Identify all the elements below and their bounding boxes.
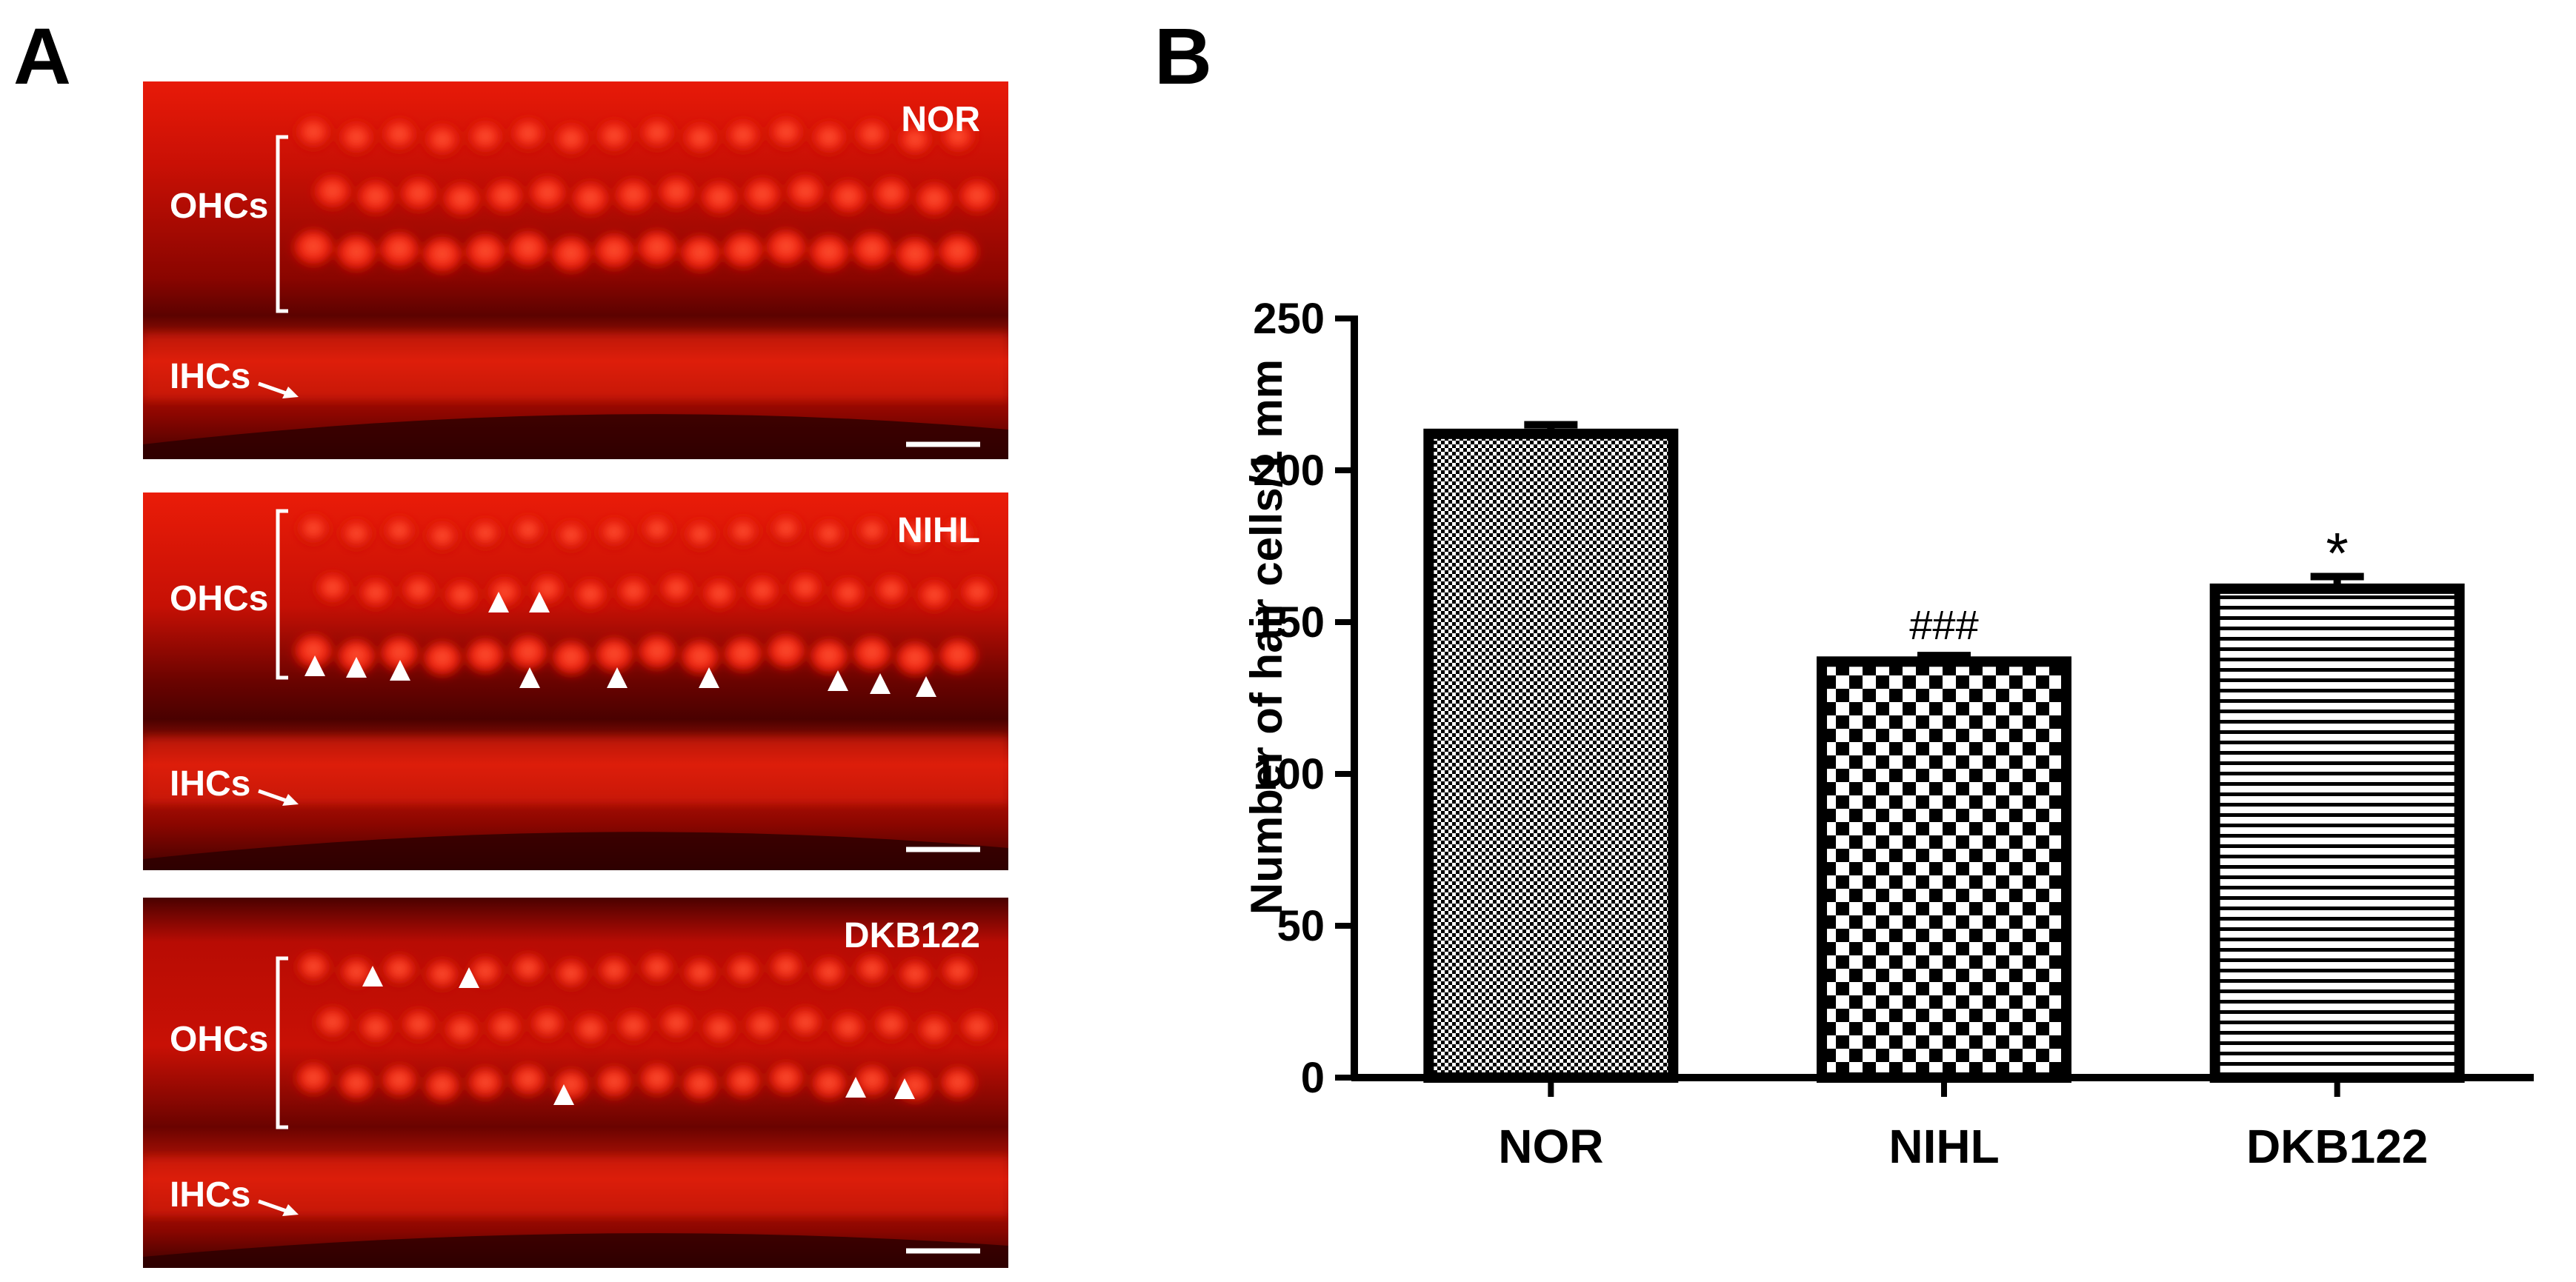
y-tick-label: 50 (1277, 902, 1325, 950)
condition-label: DKB122 (843, 916, 980, 955)
micrograph-image-dkb122 (143, 898, 1008, 1268)
bar-nihl (1817, 656, 2071, 1083)
y-tick-label: 0 (1301, 1054, 1325, 1102)
arrowhead-markers (362, 966, 915, 1105)
ihc-arrow (258, 381, 299, 398)
condition-label: NOR (901, 100, 980, 139)
ihcs-label: IHCs (170, 1175, 251, 1215)
ohcs-label: OHCs (170, 579, 269, 618)
bar-nor (1423, 428, 1679, 1083)
ihc-arrow (258, 789, 299, 806)
arrowhead-markers (304, 592, 936, 697)
y-axis-label: Number of hair cells/1 mm (1242, 359, 1291, 915)
x-tick-label: DKB122 (2246, 1120, 2428, 1173)
panel-a-letter: A (13, 11, 71, 101)
y-tick-label: 200 (1253, 447, 1325, 495)
x-tick-label: NIHL (1888, 1120, 1999, 1173)
y-tick-label: 150 (1253, 598, 1325, 647)
ihcs-label: IHCs (170, 357, 251, 396)
micrograph-nihl: NIHL OHCs IHCs (143, 493, 1008, 870)
x-tick-label: NOR (1498, 1120, 1603, 1173)
y-tick-label: 100 (1253, 750, 1325, 798)
y-tick-label: 250 (1253, 295, 1325, 343)
significance-mark: * (2326, 521, 2348, 586)
ohc-bracket (276, 135, 288, 313)
micrograph-dkb122: DKB122 OHCs IHCs (143, 898, 1008, 1268)
hair-cell-bar-chart: Number of hair cells/1 mm 0 50 100 150 200 25… (1242, 295, 2534, 1173)
micrograph-image-nor (143, 81, 1008, 459)
ohc-bracket (276, 956, 288, 1129)
ohcs-label: OHCs (170, 1020, 269, 1059)
micrograph-nor: NOR OHCs IHCs (143, 81, 1008, 459)
ohcs-label: OHCs (170, 187, 269, 226)
ihc-arrow (258, 1199, 299, 1216)
ohc-bracket (276, 509, 288, 680)
condition-label: NIHL (897, 511, 980, 550)
panel-b-letter: B (1154, 11, 1212, 101)
micrograph-image-nihl (143, 493, 1008, 870)
bar-dkb122 (2209, 583, 2465, 1083)
significance-mark: ### (1909, 601, 1978, 648)
ihcs-label: IHCs (170, 764, 251, 804)
